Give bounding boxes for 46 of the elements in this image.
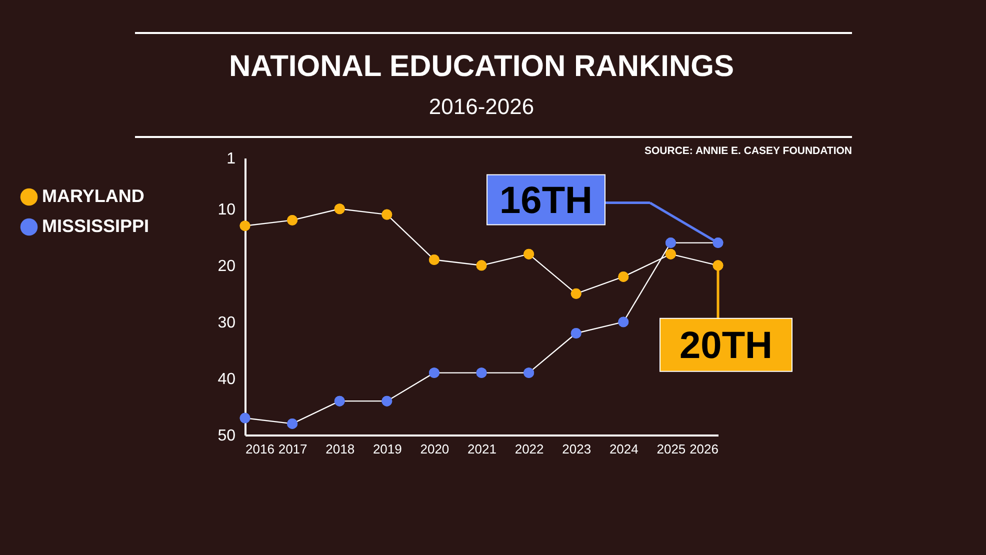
x-tick-label: 2017 bbox=[278, 442, 308, 456]
point bbox=[712, 260, 724, 271]
x-tick-label: 2018 bbox=[326, 442, 355, 456]
x-tick-label: 2024 bbox=[609, 442, 638, 456]
x-tick-label: 2019 bbox=[372, 442, 402, 456]
x-tick-label: 2020 bbox=[420, 442, 450, 456]
legend-label: MISSISSIPPI bbox=[42, 216, 150, 236]
chart-subtitle: 2016-2026 bbox=[428, 94, 534, 119]
point bbox=[570, 288, 582, 299]
point bbox=[476, 260, 487, 271]
y-tick-label: 30 bbox=[218, 314, 236, 332]
annotation: 16TH bbox=[500, 180, 592, 222]
legend-label: MARYLAND bbox=[42, 186, 144, 206]
x-tick-label: 2026 bbox=[690, 442, 718, 456]
point bbox=[665, 238, 676, 248]
point bbox=[428, 368, 440, 378]
y-tick-label: 20 bbox=[218, 258, 236, 275]
point bbox=[240, 412, 250, 424]
point bbox=[618, 316, 629, 328]
point bbox=[334, 396, 345, 406]
point bbox=[428, 254, 440, 265]
point bbox=[382, 209, 392, 220]
point bbox=[618, 271, 629, 282]
point bbox=[712, 238, 724, 248]
chart-title: NATIONAL EDUCATION RANKINGS bbox=[229, 50, 734, 83]
x-tick-label: 2023 bbox=[562, 442, 592, 456]
point bbox=[334, 204, 345, 214]
x-tick-label: 2016 bbox=[246, 442, 274, 456]
annotation: 20TH bbox=[680, 324, 772, 367]
source-note: SOURCE: ANNIE E. CASEY FOUNDATION bbox=[644, 145, 852, 157]
point bbox=[524, 368, 534, 378]
y-tick-label: 10 bbox=[218, 201, 236, 218]
point bbox=[382, 396, 392, 406]
point bbox=[476, 368, 487, 378]
y-tick-label: 50 bbox=[218, 428, 236, 444]
point bbox=[240, 220, 250, 232]
point bbox=[287, 418, 298, 429]
x-tick-label: 2022 bbox=[514, 442, 544, 456]
point bbox=[287, 214, 298, 226]
point bbox=[570, 328, 582, 338]
y-tick-label: 40 bbox=[218, 370, 236, 388]
point bbox=[524, 248, 534, 260]
y-tick-label: 1 bbox=[226, 150, 236, 168]
point bbox=[665, 248, 676, 260]
x-tick-label: 2021 bbox=[468, 442, 496, 456]
x-tick-label: 2025 bbox=[656, 442, 686, 456]
